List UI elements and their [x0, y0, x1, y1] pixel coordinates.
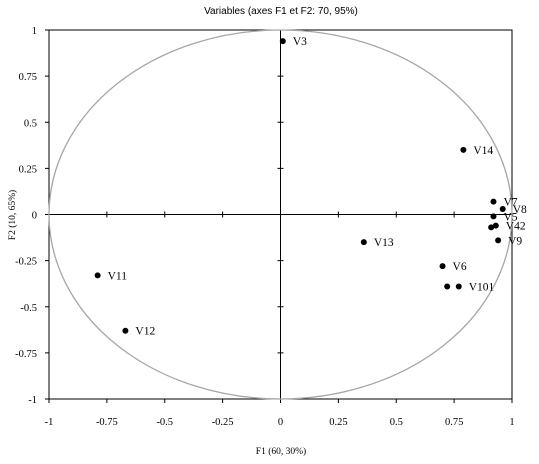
data-point — [499, 205, 506, 212]
correlation-circle-layer — [48, 29, 513, 400]
point-label: V13 — [374, 237, 394, 249]
x-tick-label: -0.5 — [156, 417, 173, 428]
y-tick-label: 0.75 — [19, 72, 37, 83]
x-tick-label: 0.75 — [445, 417, 463, 428]
y-tick-label: 0 — [32, 211, 37, 222]
axes-layer: -1 -0.75 -0.5 -0.25 0 0.25 0.5 0.75 1 1 0.75 0.5 0.2… — [15, 26, 515, 428]
point-label: V9 — [508, 235, 522, 247]
data-point — [492, 222, 499, 229]
correlation-circle — [48, 29, 513, 400]
data-point — [122, 327, 129, 334]
point-label: V42 — [506, 221, 526, 233]
data-point — [279, 38, 286, 45]
point-label: V8 — [513, 204, 527, 216]
point-label: V11 — [108, 270, 128, 282]
x-tick-label: 0 — [278, 417, 283, 428]
point-label: V3 — [293, 36, 307, 48]
chart-title: Variables (axes F1 et F2: 70, 95%) — [204, 6, 358, 17]
point-label: V14 — [473, 145, 493, 157]
point-label: V12 — [135, 326, 155, 338]
data-point — [488, 224, 495, 231]
x-axis-title: F1 (60, 30%) — [256, 446, 306, 457]
data-point — [495, 237, 502, 244]
point-label: V101 — [469, 281, 495, 293]
data-point — [444, 283, 451, 290]
y-tick-label: -0.5 — [20, 303, 37, 314]
point-label: V7 — [503, 197, 517, 209]
data-point — [94, 272, 101, 279]
data-point — [439, 263, 446, 270]
x-tick-label: -0.25 — [212, 417, 234, 428]
x-tick-label: -1 — [45, 417, 54, 428]
x-tick-label: -0.75 — [96, 417, 118, 428]
y-tick-label: 0.5 — [24, 118, 37, 129]
y-tick-label: -0.75 — [15, 349, 37, 360]
data-point — [360, 239, 367, 246]
y-tick-label: 1 — [32, 26, 37, 37]
x-tick-label: 0.25 — [329, 417, 347, 428]
data-point — [460, 146, 467, 153]
x-tick-label: 0.5 — [390, 417, 403, 428]
y-tick-label: -1 — [28, 395, 37, 406]
x-tick-label: 1 — [509, 417, 514, 428]
y-axis-title: F2 (10, 65%) — [7, 190, 18, 240]
data-point — [490, 213, 497, 220]
point-label: V5 — [503, 211, 517, 223]
data-point — [490, 198, 497, 205]
y-tick-label: -0.25 — [15, 257, 37, 268]
y-tick-label: 0.25 — [19, 164, 37, 175]
point-label: V6 — [453, 261, 467, 273]
data-point — [455, 283, 462, 290]
